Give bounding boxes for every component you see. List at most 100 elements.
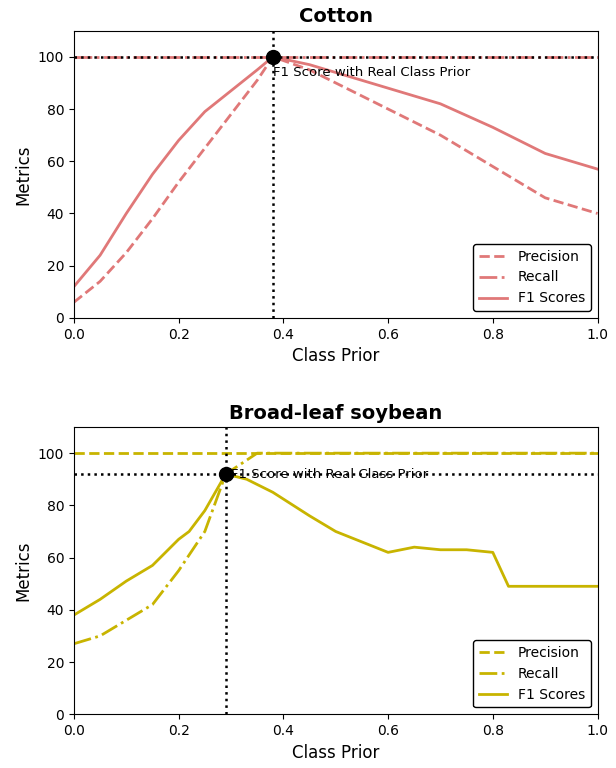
Precision xyxy=(70,298,78,307)
Precision xyxy=(254,449,261,458)
F1 Scores xyxy=(306,511,314,521)
F1 Scores xyxy=(384,84,392,93)
F1 Scores xyxy=(175,535,182,544)
F1 Scores xyxy=(541,149,549,158)
Recall xyxy=(489,449,496,458)
F1 Scores xyxy=(70,611,78,620)
F1 Scores xyxy=(332,68,339,77)
F1 Scores xyxy=(526,581,533,591)
F1 Scores xyxy=(568,157,575,166)
F1 Scores xyxy=(332,527,339,536)
F1 Scores xyxy=(123,209,130,218)
Text: F1 Score with Real Class Prior: F1 Score with Real Class Prior xyxy=(231,468,428,481)
Precision xyxy=(227,110,235,119)
Precision xyxy=(437,131,444,140)
Recall xyxy=(594,449,601,458)
Recall xyxy=(541,52,549,61)
Precision xyxy=(123,449,130,458)
Precision xyxy=(489,162,496,171)
F1 Scores xyxy=(243,475,251,484)
Precision xyxy=(384,104,392,114)
Precision xyxy=(97,449,104,458)
F1 Scores xyxy=(149,561,156,570)
Recall xyxy=(70,639,78,648)
Recall xyxy=(254,449,261,458)
Line: F1 Scores: F1 Scores xyxy=(74,474,598,615)
Line: Recall: Recall xyxy=(74,453,598,644)
Recall xyxy=(568,52,575,61)
Precision xyxy=(201,449,208,458)
F1 Scores xyxy=(359,538,366,547)
Y-axis label: Metrics: Metrics xyxy=(14,541,32,601)
Precision xyxy=(175,177,182,187)
F1 Scores xyxy=(489,123,496,132)
F1 Scores xyxy=(306,60,314,69)
F1 Scores xyxy=(411,542,418,551)
Text: F1 Score with Real Class Prior: F1 Score with Real Class Prior xyxy=(273,66,470,79)
Precision xyxy=(149,449,156,458)
Recall xyxy=(201,52,208,61)
Recall xyxy=(269,52,277,61)
Legend: Precision, Recall, F1 Scores: Precision, Recall, F1 Scores xyxy=(473,641,591,707)
Precision xyxy=(463,449,471,458)
Recall xyxy=(175,566,182,575)
Recall xyxy=(149,52,156,61)
Precision xyxy=(254,76,261,85)
Precision xyxy=(70,449,78,458)
Title: Broad-leaf soybean: Broad-leaf soybean xyxy=(229,404,442,422)
Precision xyxy=(594,449,601,458)
Recall xyxy=(175,52,182,61)
F1 Scores xyxy=(254,65,261,74)
Precision xyxy=(222,449,230,458)
Precision xyxy=(306,65,314,74)
Recall xyxy=(437,52,444,61)
Precision xyxy=(437,449,444,458)
Recall xyxy=(280,449,287,458)
X-axis label: Class Prior: Class Prior xyxy=(292,347,379,366)
Precision xyxy=(568,201,575,210)
Recall xyxy=(332,52,339,61)
F1 Scores xyxy=(463,545,471,554)
Line: Precision: Precision xyxy=(74,57,598,303)
F1 Scores xyxy=(541,581,549,591)
Recall xyxy=(97,52,104,61)
Recall xyxy=(123,616,130,625)
Recall xyxy=(97,631,104,641)
Precision xyxy=(516,449,523,458)
F1 Scores xyxy=(149,170,156,179)
Precision xyxy=(201,144,208,153)
Legend: Precision, Recall, F1 Scores: Precision, Recall, F1 Scores xyxy=(473,244,591,311)
Precision xyxy=(280,449,287,458)
F1 Scores xyxy=(227,86,235,95)
Recall xyxy=(384,449,392,458)
Precision xyxy=(332,449,339,458)
Precision xyxy=(97,276,104,286)
F1 Scores xyxy=(269,488,277,497)
Precision xyxy=(568,449,575,458)
Recall xyxy=(516,449,523,458)
Recall xyxy=(437,449,444,458)
Recall xyxy=(222,469,230,478)
Recall xyxy=(384,52,392,61)
F1 Scores xyxy=(97,250,104,260)
Precision xyxy=(541,194,549,203)
Recall xyxy=(201,527,208,536)
F1 Scores xyxy=(201,107,208,116)
Recall xyxy=(306,52,314,61)
F1 Scores xyxy=(437,99,444,108)
F1 Scores xyxy=(594,581,601,591)
X-axis label: Class Prior: Class Prior xyxy=(292,743,379,762)
Precision xyxy=(332,78,339,88)
F1 Scores xyxy=(437,545,444,554)
Precision xyxy=(175,449,182,458)
F1 Scores xyxy=(201,506,208,515)
Precision xyxy=(269,52,277,61)
Recall xyxy=(70,52,78,61)
Recall xyxy=(332,449,339,458)
Recall xyxy=(123,52,130,61)
F1 Scores xyxy=(123,577,130,586)
Precision xyxy=(411,449,418,458)
Precision xyxy=(541,449,549,458)
Recall xyxy=(568,449,575,458)
Recall xyxy=(149,600,156,609)
